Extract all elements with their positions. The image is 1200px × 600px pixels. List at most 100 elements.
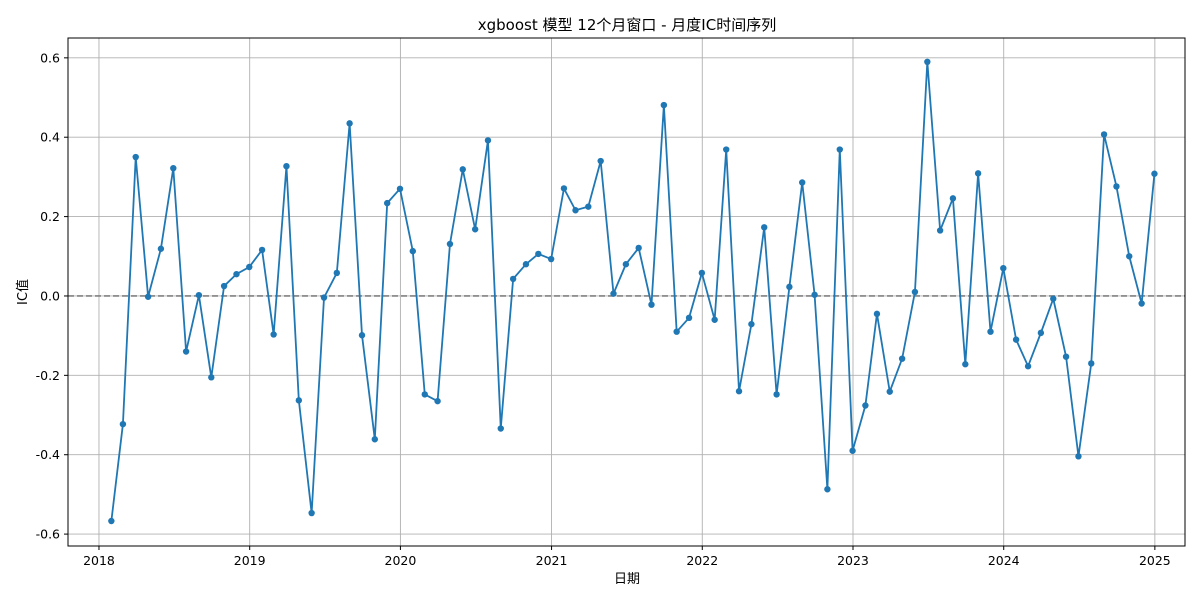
ic-data-point	[196, 292, 202, 298]
ic-data-point	[635, 245, 641, 251]
ic-data-point	[359, 332, 365, 338]
ic-data-point	[648, 302, 654, 308]
ic-data-point	[924, 59, 930, 65]
ic-data-point	[1101, 131, 1107, 137]
ic-data-point	[434, 398, 440, 404]
x-tick-label: 2018	[83, 553, 115, 568]
ic-data-point	[723, 146, 729, 152]
ic-data-point	[862, 402, 868, 408]
ic-data-point	[334, 270, 340, 276]
ic-data-point	[221, 283, 227, 289]
ic-data-point	[887, 388, 893, 394]
ic-data-point	[773, 391, 779, 397]
ic-data-point	[572, 207, 578, 213]
ic-data-point	[610, 290, 616, 296]
ic-data-point	[108, 518, 114, 524]
ic-data-point	[1013, 336, 1019, 342]
y-tick-label: 0.2	[40, 209, 60, 224]
ic-data-point	[1000, 265, 1006, 271]
ic-data-point	[748, 321, 754, 327]
ic-data-point	[397, 186, 403, 192]
ic-data-point	[1025, 363, 1031, 369]
ic-data-point	[799, 179, 805, 185]
ic-data-point	[1126, 253, 1132, 259]
ic-data-point	[384, 200, 390, 206]
y-tick-label: 0.4	[40, 130, 60, 145]
y-axis-label: IC值	[15, 279, 31, 305]
ic-data-point	[170, 165, 176, 171]
ic-data-point	[1038, 330, 1044, 336]
ic-data-point	[472, 226, 478, 232]
ic-data-point	[120, 421, 126, 427]
y-tick-label: 0.0	[40, 288, 60, 303]
y-tick-label: -0.4	[36, 447, 60, 462]
ic-data-point	[736, 388, 742, 394]
ic-data-point	[498, 425, 504, 431]
ic-data-point	[699, 270, 705, 276]
ic-data-point	[937, 227, 943, 233]
ic-data-point	[270, 331, 276, 337]
ic-data-point	[686, 315, 692, 321]
ic-data-point	[673, 328, 679, 334]
ic-data-point	[824, 486, 830, 492]
ic-data-point	[283, 163, 289, 169]
ic-data-point	[950, 195, 956, 201]
ic-data-point	[246, 264, 252, 270]
x-tick-label: 2021	[536, 553, 568, 568]
ic-data-point	[597, 158, 603, 164]
ic-data-point	[1138, 300, 1144, 306]
ic-data-point	[535, 251, 541, 257]
ic-data-point	[786, 284, 792, 290]
ic-data-point	[711, 317, 717, 323]
ic-data-point	[561, 185, 567, 191]
x-tick-label: 2022	[686, 553, 718, 568]
ic-data-point	[975, 170, 981, 176]
ic-data-point	[485, 137, 491, 143]
ic-data-point	[849, 448, 855, 454]
ic-data-point	[145, 294, 151, 300]
ic-data-point	[899, 355, 905, 361]
ic-data-point	[1075, 453, 1081, 459]
ic-data-point	[1050, 296, 1056, 302]
ic-data-point	[1113, 183, 1119, 189]
ic-data-point	[372, 436, 378, 442]
ic-data-point	[761, 224, 767, 230]
ic-data-point	[962, 361, 968, 367]
chart-title: xgboost 模型 12个月窗口 - 月度IC时间序列	[478, 16, 776, 34]
ic-data-point	[837, 146, 843, 152]
ic-data-point	[1151, 171, 1157, 177]
ic-data-point	[133, 154, 139, 160]
x-tick-label: 2024	[988, 553, 1020, 568]
ic-series-line	[111, 62, 1154, 521]
ic-data-point	[183, 348, 189, 354]
ic-data-point	[987, 328, 993, 334]
ic-data-point	[1088, 360, 1094, 366]
x-tick-label: 2023	[837, 553, 869, 568]
ic-data-point	[158, 246, 164, 252]
ic-data-point	[623, 261, 629, 267]
x-tick-label: 2020	[385, 553, 417, 568]
ic-data-point	[1063, 353, 1069, 359]
ic-data-point	[460, 166, 466, 172]
ic-data-point	[447, 241, 453, 247]
ic-data-point	[296, 397, 302, 403]
y-tick-label: -0.6	[36, 527, 60, 542]
ic-data-point	[259, 247, 265, 253]
ic-data-point	[523, 261, 529, 267]
y-tick-label: 0.6	[40, 50, 60, 65]
plot-frame	[68, 38, 1185, 546]
tick-layer: 2018 2019 2020 2021 2022 2023 2024 2025 -0.6 -0.4…	[36, 50, 1171, 568]
ic-data-point	[912, 289, 918, 295]
grid-layer	[68, 38, 1185, 546]
ic-data-point	[548, 256, 554, 262]
ic-data-point	[661, 102, 667, 108]
x-tick-label: 2025	[1139, 553, 1171, 568]
ic-data-point	[346, 120, 352, 126]
ic-data-point	[585, 203, 591, 209]
ic-data-point	[410, 248, 416, 254]
x-axis-label: 日期	[614, 572, 640, 587]
ic-data-point	[321, 294, 327, 300]
y-tick-label: -0.2	[36, 368, 60, 383]
